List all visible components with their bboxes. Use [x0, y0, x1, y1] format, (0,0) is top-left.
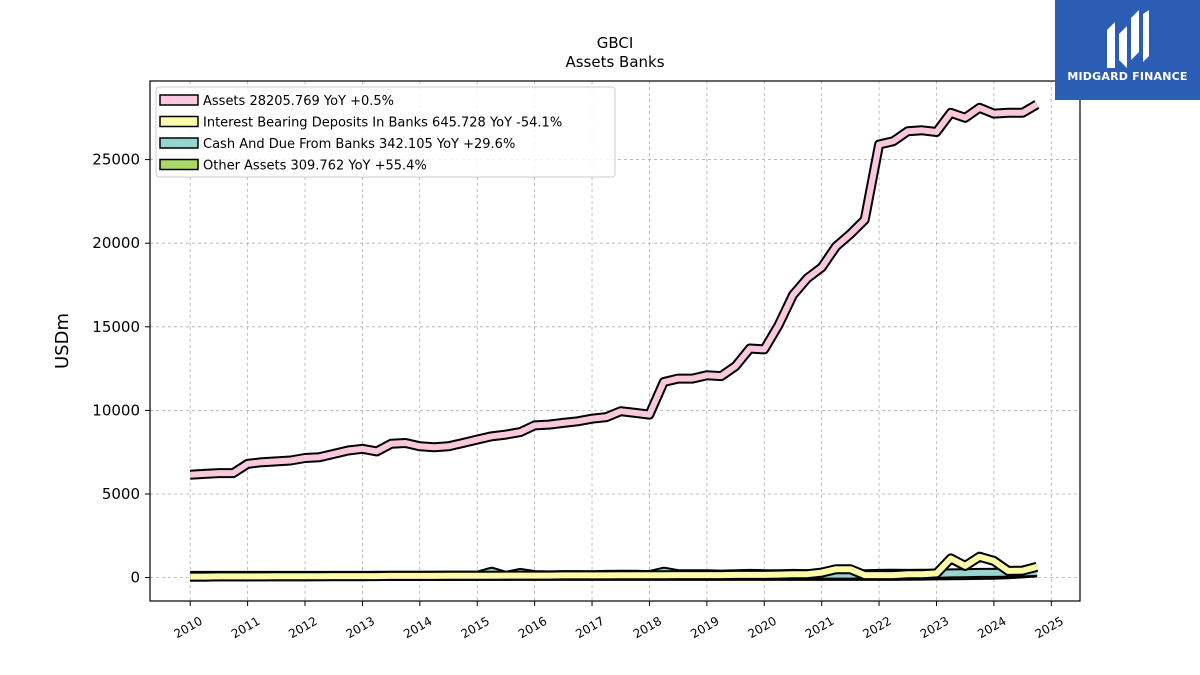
- legend-label: Cash And Due From Banks 342.105 YoY +29.…: [203, 137, 515, 152]
- x-tick-label: 2012: [286, 614, 319, 641]
- x-tick-label: 2024: [975, 614, 1008, 641]
- x-tick-label: 2019: [688, 614, 721, 641]
- legend-label: Assets 28205.769 YoY +0.5%: [203, 94, 394, 109]
- x-tick-label: 2025: [1033, 614, 1066, 641]
- legend-swatch: [159, 137, 199, 149]
- x-tick-label: 2020: [746, 614, 779, 641]
- y-tick-label: 20000: [92, 234, 140, 252]
- legend-swatch: [159, 115, 199, 128]
- x-tick-label: 2023: [918, 614, 951, 641]
- legend: Assets 28205.769 YoY +0.5% Interest Beari…: [155, 86, 616, 178]
- x-tick-label: 2014: [401, 614, 434, 641]
- x-tick-label: 2018: [631, 614, 664, 641]
- series-line: [190, 101, 1039, 478]
- company-logo: MIDGARD FINANCE: [1055, 0, 1200, 100]
- y-tick-label: 25000: [92, 151, 140, 169]
- y-tick-label: 10000: [92, 401, 140, 419]
- plot-frame: [149, 80, 1081, 602]
- logo-text: MIDGARD FINANCE: [1067, 70, 1188, 83]
- legend-swatch: [159, 158, 199, 171]
- y-tick-label: 15000: [92, 318, 140, 336]
- logo-emblem-icon: [1107, 10, 1149, 68]
- y-axis-label: USDm: [52, 313, 73, 369]
- y-tick-label: 5000: [102, 485, 140, 503]
- series-line: [190, 553, 1038, 580]
- x-tick-label: 2022: [860, 614, 893, 641]
- chart-subtitle: Assets Banks: [565, 53, 664, 71]
- x-tick-label: 2017: [573, 614, 606, 641]
- legend-swatch: [159, 94, 199, 106]
- x-tick-label: 2021: [803, 614, 836, 641]
- legend-label: Other Assets 309.762 YoY +55.4%: [203, 159, 427, 174]
- series-areas: [189, 100, 1040, 582]
- y-axis: 0 5000 10000 15000 20000 25000: [92, 151, 150, 587]
- x-tick-label: 2013: [344, 614, 377, 641]
- y-tick-label: 0: [130, 569, 140, 587]
- x-tick-label: 2011: [229, 614, 262, 641]
- chart-title: GBCI: [597, 34, 634, 52]
- x-axis: 2010 2011 2012 2013 2014 2015 2016 2017 2018 2019…: [171, 601, 1066, 641]
- x-tick-label: 2015: [458, 614, 491, 641]
- x-tick-label: 2016: [516, 614, 549, 641]
- legend-label: Interest Bearing Deposits In Banks 645.7…: [203, 116, 562, 131]
- x-tick-label: 2010: [171, 614, 204, 641]
- legend-box: [155, 86, 616, 178]
